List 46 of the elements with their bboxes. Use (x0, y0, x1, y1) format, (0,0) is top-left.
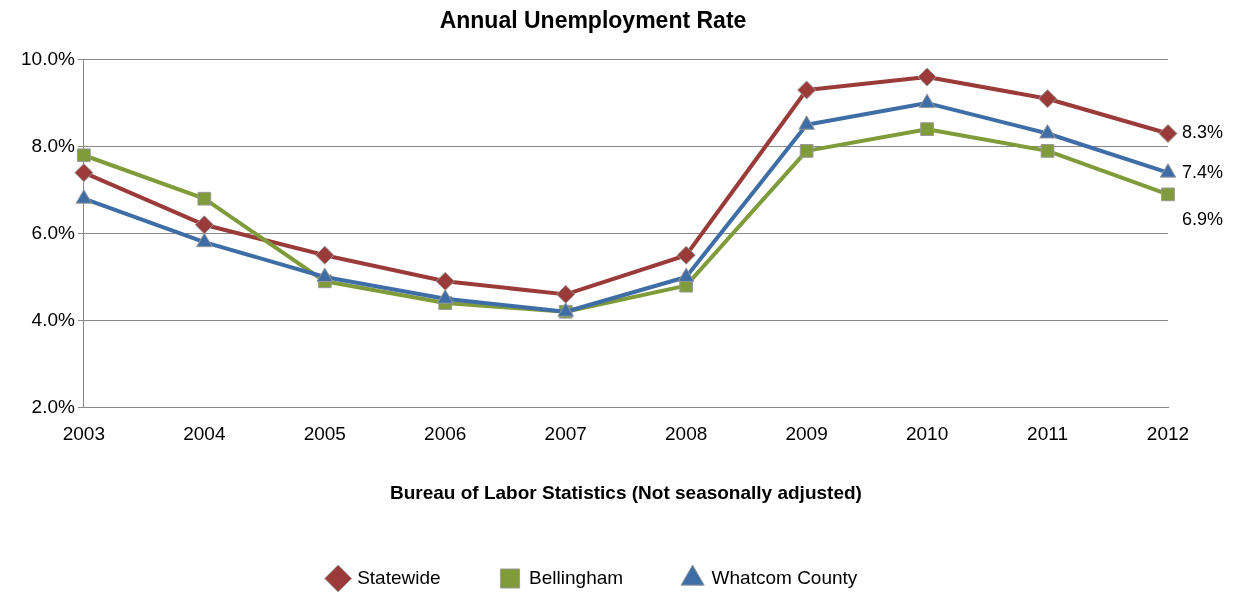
x-tick-label: 2010 (905, 423, 949, 445)
legend-label: Whatcom County (711, 566, 858, 588)
x-tick-label: 2006 (424, 423, 467, 445)
y-tick-label: 2.0% (31, 395, 75, 417)
legend-label: Statewide (357, 566, 441, 588)
point (1038, 89, 1058, 109)
point (676, 245, 696, 265)
point (1161, 187, 1175, 202)
y-tick-label: 8.0% (31, 134, 75, 156)
y-tick-label: 4.0% (31, 308, 75, 330)
point (1159, 163, 1177, 178)
point (917, 67, 937, 87)
x-tick-label: 2005 (303, 423, 346, 445)
data-label: 6.9% (1182, 209, 1224, 230)
x-tick-label: 2004 (183, 423, 226, 445)
chart-title: Annual Unemployment Rate (439, 7, 747, 34)
point (194, 215, 214, 235)
data-label: 7.4% (1182, 161, 1224, 182)
point (75, 189, 93, 204)
point (315, 245, 335, 265)
point (797, 80, 817, 100)
point (196, 232, 213, 248)
point (677, 267, 695, 282)
point (197, 191, 212, 206)
x-tick-label: 2007 (544, 423, 587, 445)
point (316, 267, 334, 282)
point (435, 271, 455, 291)
point (920, 122, 934, 137)
y-tick-label: 6.0% (31, 221, 75, 243)
point (1158, 124, 1178, 144)
data-label: 8.3% (1182, 122, 1224, 143)
x-tick-label: 2011 (1027, 423, 1068, 445)
point (74, 163, 94, 183)
x-tick-label: 2003 (62, 423, 106, 445)
point (1040, 144, 1055, 158)
x-axis-title: Bureau of Labor Statistics (Not seasonally adjusted) (389, 481, 862, 503)
point (1039, 124, 1056, 139)
x-tick-label: 2012 (1146, 423, 1190, 445)
x-tick-label: 2008 (665, 423, 708, 445)
legend-label: Bellingham (529, 566, 624, 588)
point (436, 289, 454, 304)
x-tick-label: 2009 (785, 423, 828, 445)
point (799, 144, 814, 158)
y-tick-label: 10.0% (21, 47, 75, 69)
point (77, 148, 91, 163)
point (556, 284, 576, 304)
